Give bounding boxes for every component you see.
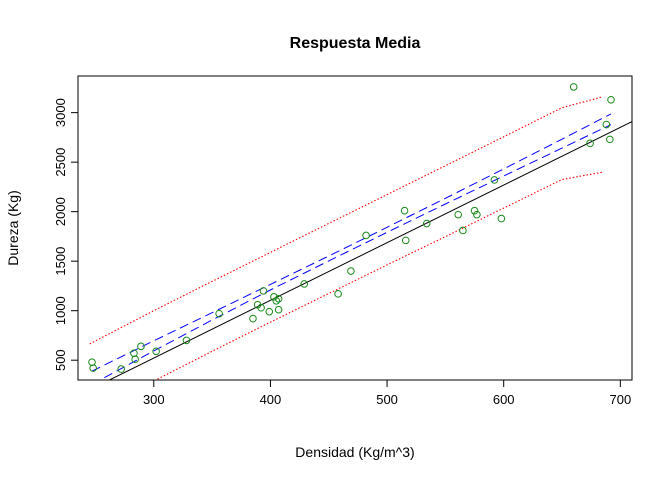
x-tick-label-300: 300 bbox=[143, 392, 165, 407]
data-point bbox=[422, 219, 431, 228]
confidence-lower-line bbox=[99, 124, 612, 380]
data-point bbox=[606, 135, 614, 144]
data-point bbox=[459, 226, 467, 235]
x-axis-label: Densidad (Kg/m^3) bbox=[295, 444, 414, 460]
y-tick-label-1000: 1000 bbox=[53, 296, 68, 325]
data-point bbox=[259, 287, 268, 295]
prediction-upper-line bbox=[89, 96, 603, 345]
prediction-lower-line bbox=[154, 171, 603, 380]
data-point bbox=[586, 139, 594, 148]
x-tick-label-700: 700 bbox=[609, 392, 631, 407]
data-point bbox=[131, 355, 139, 364]
x-axis: 300 400 500 600 700 bbox=[143, 379, 631, 407]
data-point bbox=[470, 206, 479, 215]
plot-area-frame bbox=[77, 75, 633, 381]
data-point bbox=[89, 364, 97, 372]
data-point bbox=[473, 210, 481, 219]
chart-title: Respuesta Media bbox=[290, 35, 421, 52]
data-point bbox=[497, 214, 506, 223]
y-axis-label: Dureza (Kg) bbox=[5, 190, 21, 265]
data-point bbox=[300, 280, 309, 288]
data-point bbox=[401, 236, 410, 245]
data-point bbox=[270, 293, 278, 301]
data-point bbox=[362, 231, 370, 240]
data-point bbox=[272, 296, 281, 305]
fit-line bbox=[108, 121, 632, 380]
data-point bbox=[490, 176, 499, 184]
y-tick-label-1500: 1500 bbox=[53, 247, 68, 276]
y-tick-label-3000: 3000 bbox=[53, 98, 68, 127]
data-point bbox=[117, 365, 125, 373]
data-point bbox=[400, 206, 409, 215]
y-axis: 500 1000 1500 2000 2500 3000 bbox=[53, 98, 79, 371]
y-tick-label-2000: 2000 bbox=[53, 197, 68, 226]
data-point bbox=[88, 358, 96, 366]
y-tick-label-2500: 2500 bbox=[53, 148, 68, 177]
data-point bbox=[152, 347, 160, 356]
data-point bbox=[569, 83, 578, 91]
bands-group bbox=[89, 96, 632, 380]
data-point bbox=[257, 303, 265, 312]
confidence-upper-line bbox=[91, 113, 612, 372]
data-point bbox=[334, 290, 342, 298]
y-tick-label-500: 500 bbox=[53, 349, 68, 371]
data-point bbox=[454, 210, 463, 219]
data-point bbox=[137, 342, 145, 351]
data-point bbox=[602, 120, 611, 129]
points-group bbox=[88, 83, 615, 373]
x-tick-label-400: 400 bbox=[260, 392, 282, 407]
data-point bbox=[274, 295, 283, 303]
data-point bbox=[215, 309, 223, 318]
x-tick-label-500: 500 bbox=[376, 392, 398, 407]
data-point bbox=[607, 95, 615, 104]
data-point bbox=[182, 336, 191, 345]
data-point bbox=[265, 307, 274, 316]
x-tick-label-600: 600 bbox=[493, 392, 515, 407]
data-point bbox=[249, 314, 257, 323]
data-point bbox=[130, 349, 138, 358]
data-point bbox=[347, 267, 355, 275]
data-point bbox=[274, 305, 283, 314]
